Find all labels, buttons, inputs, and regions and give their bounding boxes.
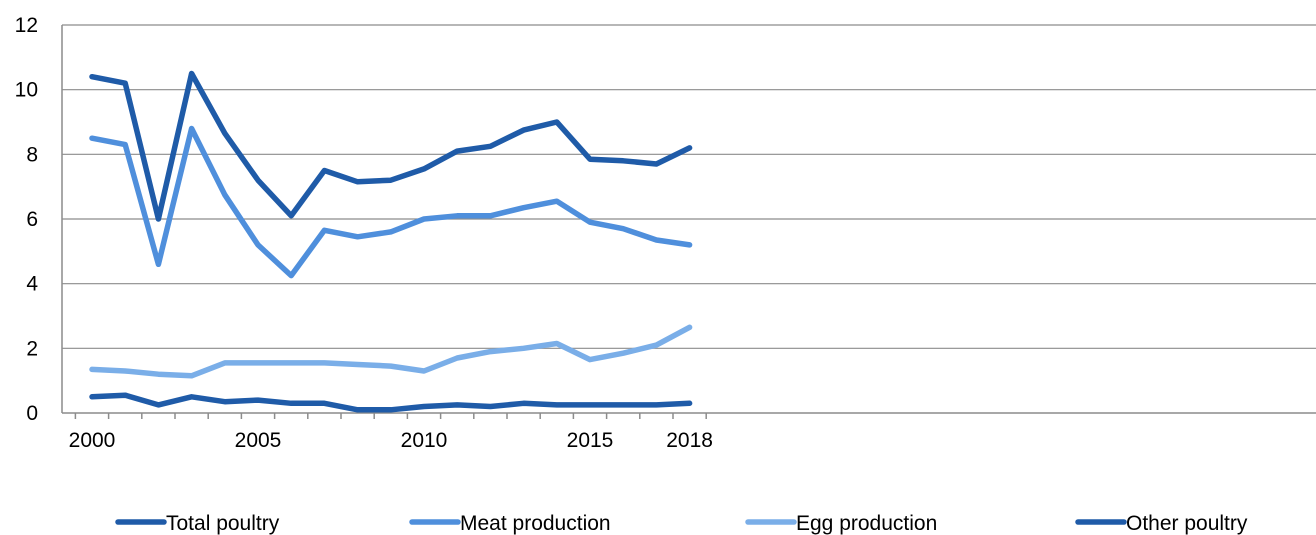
series-line-egg-production <box>89 324 693 379</box>
series-line-total-poultry <box>89 70 693 222</box>
y-tick-label: 12 <box>15 14 38 37</box>
y-tick-label: 8 <box>26 143 38 166</box>
x-tick-label: 2005 <box>235 429 282 452</box>
y-axis-tick-labels: 0 2 4 6 8 10 12 <box>15 14 39 425</box>
y-tick-label: 4 <box>26 273 38 296</box>
x-tick-label: 2015 <box>567 429 614 452</box>
x-tick-label: 2000 <box>69 429 116 452</box>
legend-label-other-poultry: Other poultry <box>1126 512 1248 535</box>
y-tick-label: 10 <box>15 79 38 102</box>
x-tick-label: 2010 <box>401 429 448 452</box>
series-line-meat-production <box>89 125 693 279</box>
x-tick-label: 2018 <box>666 429 713 452</box>
legend-label-total-poultry: Total poultry <box>166 512 280 535</box>
y-tick-label: 2 <box>26 337 38 360</box>
y-tick-label: 0 <box>26 402 38 425</box>
legend-label-egg-production: Egg production <box>796 512 937 535</box>
legend: Total poultry Meat production Egg producti… <box>115 512 1248 535</box>
gridlines <box>62 24 1316 349</box>
y-tick-label: 6 <box>26 208 38 231</box>
series-lines <box>89 70 693 413</box>
series-line-other-poultry <box>89 392 693 413</box>
x-axis: 2000 2005 2010 2015 2018 <box>61 25 1316 452</box>
legend-label-meat-production: Meat production <box>460 512 611 535</box>
